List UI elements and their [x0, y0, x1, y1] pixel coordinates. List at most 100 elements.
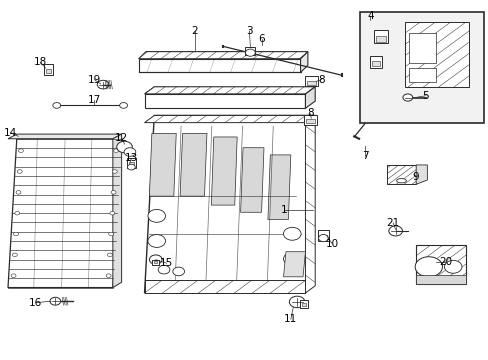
Circle shape	[53, 103, 61, 108]
Text: 12: 12	[115, 133, 128, 143]
Circle shape	[148, 234, 165, 247]
Text: 14: 14	[4, 128, 17, 138]
Bar	[307, 81, 316, 85]
Polygon shape	[386, 165, 415, 184]
Circle shape	[111, 190, 116, 194]
Polygon shape	[8, 134, 122, 139]
Bar	[371, 62, 380, 66]
Polygon shape	[144, 116, 315, 123]
Polygon shape	[144, 280, 305, 293]
Text: 19: 19	[87, 75, 101, 85]
Bar	[154, 261, 157, 263]
Circle shape	[50, 297, 61, 305]
Circle shape	[388, 226, 402, 236]
Bar	[408, 68, 435, 82]
Circle shape	[16, 190, 21, 194]
Circle shape	[117, 141, 132, 153]
Bar	[129, 162, 134, 166]
Polygon shape	[144, 94, 305, 108]
Polygon shape	[240, 148, 264, 212]
Text: 13: 13	[124, 153, 138, 163]
Circle shape	[113, 149, 118, 152]
Circle shape	[120, 103, 127, 108]
Circle shape	[107, 253, 112, 257]
Circle shape	[172, 267, 184, 276]
Bar	[127, 158, 136, 168]
Polygon shape	[139, 51, 307, 59]
Circle shape	[11, 274, 16, 278]
Text: 17: 17	[87, 95, 101, 105]
Text: 1: 1	[281, 206, 287, 216]
Text: 2: 2	[191, 26, 198, 36]
Polygon shape	[305, 87, 315, 108]
Circle shape	[148, 210, 165, 222]
Text: 9: 9	[412, 172, 419, 182]
Polygon shape	[180, 134, 206, 196]
Text: 4: 4	[366, 11, 373, 21]
Text: 8: 8	[306, 108, 313, 118]
Text: 21: 21	[386, 218, 399, 228]
Bar	[373, 30, 387, 43]
Circle shape	[14, 232, 19, 236]
Polygon shape	[149, 134, 176, 196]
Circle shape	[12, 253, 17, 257]
Polygon shape	[211, 137, 237, 205]
Text: 7: 7	[362, 150, 368, 161]
Polygon shape	[144, 116, 315, 293]
Circle shape	[127, 164, 135, 170]
Circle shape	[124, 148, 136, 156]
Circle shape	[112, 170, 117, 173]
Polygon shape	[267, 155, 290, 220]
Polygon shape	[415, 244, 466, 284]
Bar	[152, 260, 159, 265]
Text: 18: 18	[34, 57, 47, 67]
Bar	[318, 230, 328, 241]
Text: 3: 3	[245, 26, 252, 36]
Polygon shape	[113, 134, 122, 288]
Bar	[305, 76, 318, 86]
Circle shape	[158, 265, 169, 274]
Polygon shape	[405, 22, 468, 87]
Ellipse shape	[396, 179, 406, 183]
Bar	[300, 300, 307, 308]
Circle shape	[289, 296, 305, 308]
Bar	[304, 115, 316, 125]
Bar	[302, 303, 305, 306]
Circle shape	[402, 94, 412, 101]
Circle shape	[97, 80, 109, 89]
Circle shape	[283, 252, 301, 265]
Bar	[305, 119, 314, 123]
Bar	[375, 36, 385, 42]
Text: 6: 6	[258, 35, 264, 44]
Text: 11: 11	[284, 314, 297, 324]
Text: 5: 5	[422, 91, 428, 101]
Polygon shape	[415, 165, 427, 184]
Circle shape	[414, 257, 442, 277]
Polygon shape	[139, 59, 300, 72]
Polygon shape	[305, 116, 315, 293]
Circle shape	[245, 49, 255, 56]
Bar	[43, 64, 53, 75]
Polygon shape	[283, 252, 305, 277]
Bar	[320, 235, 326, 240]
Circle shape	[106, 274, 111, 278]
Circle shape	[283, 227, 301, 240]
Polygon shape	[415, 275, 466, 284]
Circle shape	[149, 255, 162, 264]
Polygon shape	[300, 51, 307, 72]
Circle shape	[108, 232, 113, 236]
Text: 10: 10	[325, 239, 338, 249]
Circle shape	[318, 234, 328, 242]
Text: 20: 20	[438, 257, 451, 267]
Circle shape	[17, 170, 22, 173]
Circle shape	[19, 149, 23, 152]
Circle shape	[15, 211, 20, 215]
Bar	[408, 33, 435, 63]
Bar	[45, 69, 51, 73]
Polygon shape	[8, 139, 122, 288]
Bar	[369, 56, 382, 68]
Circle shape	[444, 260, 461, 273]
Text: 15: 15	[160, 258, 173, 268]
Circle shape	[110, 211, 115, 215]
Bar	[359, 12, 484, 123]
